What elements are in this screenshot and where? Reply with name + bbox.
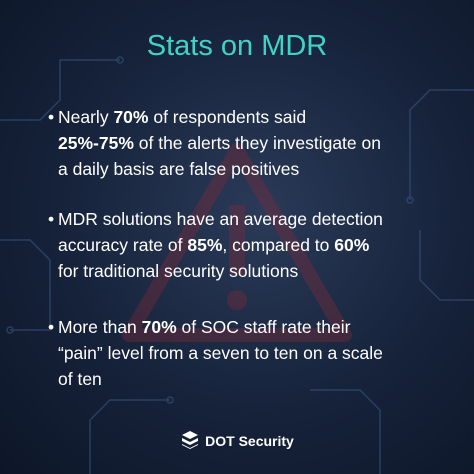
text: “pain” level from a seven to ten on a sc… — [58, 343, 383, 363]
bullet-line: accuracy rate of 85%, compared to 60% — [58, 232, 383, 258]
text: for traditional security solutions — [58, 261, 299, 281]
bullet-line: More than 70% of SOC staff rate their — [58, 314, 383, 340]
bullet-line: for traditional security solutions — [58, 258, 383, 284]
bullet-line: Nearly 70% of respondents said — [58, 104, 381, 130]
bold-text: 70% — [141, 317, 177, 337]
bullet-line: a daily basis are false positives — [58, 156, 381, 182]
text: accuracy rate of — [58, 235, 188, 255]
bold-text: 85% — [187, 235, 223, 255]
bold-text: 25%-75% — [58, 133, 134, 153]
logo-icon — [182, 431, 199, 449]
text: of ten — [58, 369, 102, 389]
text: of respondents said — [148, 107, 307, 127]
text: of SOC staff rate their — [176, 317, 351, 337]
bullet-line: MDR solutions have an average detection — [58, 206, 383, 232]
text: a daily basis are false positives — [58, 159, 300, 179]
bold-text: 70% — [113, 107, 149, 127]
text: of the alerts they investigate on — [133, 133, 381, 153]
text: MDR solutions have an average detection — [58, 209, 383, 229]
bullet-line: of ten — [58, 366, 383, 392]
bold-text: 60% — [334, 235, 370, 255]
text: More than — [58, 317, 142, 337]
bullet: More than 70% of SOC staff rate their “pa… — [48, 314, 383, 392]
bullet: MDR solutions have an average detection a… — [48, 206, 383, 284]
logo-text: DOT Security — [205, 433, 294, 449]
bullet-line: 25%-75% of the alerts they investigate o… — [58, 130, 381, 156]
logo: DOT Security — [0, 430, 474, 450]
bullet-line: “pain” level from a seven to ten on a sc… — [58, 340, 383, 366]
text: , compared to — [222, 235, 335, 255]
title: Stats on MDR — [146, 30, 328, 62]
text: Nearly — [58, 107, 114, 127]
